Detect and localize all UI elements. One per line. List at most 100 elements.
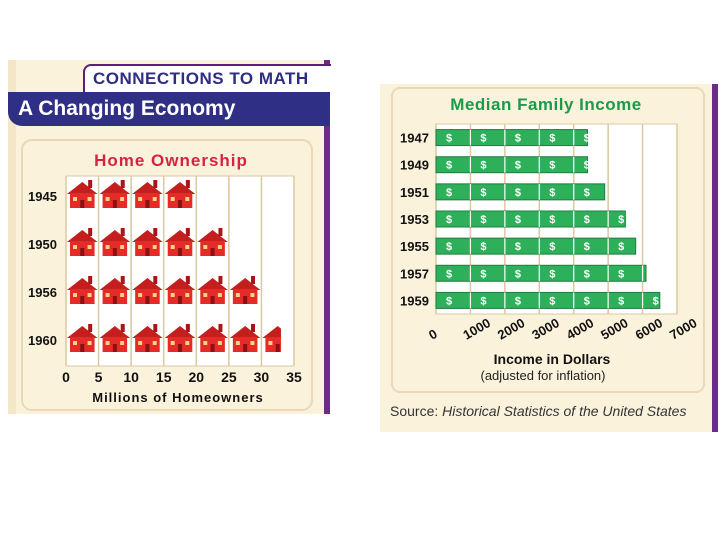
svg-text:$: $ [446, 160, 452, 172]
house-icon [67, 276, 98, 304]
category-label: 1955 [400, 239, 429, 254]
svg-text:$: $ [584, 160, 590, 172]
x-tick-label: 30 [254, 369, 270, 385]
svg-text:$: $ [480, 268, 486, 280]
house-icon [262, 326, 281, 352]
svg-text:$: $ [584, 214, 590, 226]
svg-text:$: $ [653, 295, 659, 307]
category-label: 1947 [400, 131, 429, 146]
house-icon [229, 324, 261, 352]
house-icon [99, 180, 131, 208]
source-text: Historical Statistics of the United Stat… [442, 403, 687, 419]
money-bar: $ $ $ $ $ [435, 156, 590, 174]
svg-text:$: $ [515, 268, 521, 280]
money-bar: $ $ $ $ $ $ [435, 237, 637, 255]
x-tick-label: 10 [123, 369, 139, 385]
svg-text:$: $ [549, 187, 555, 199]
svg-text:$: $ [446, 187, 452, 199]
x-tick-label: 15 [156, 369, 172, 385]
house-icon [164, 276, 196, 304]
x-tick-label: 0 [62, 369, 70, 385]
chart-title: Median Family Income [450, 95, 641, 114]
svg-text:$: $ [515, 295, 521, 307]
house-icon [67, 180, 98, 208]
category-label: 1945 [28, 189, 57, 204]
svg-text:$: $ [549, 295, 555, 307]
chart-title: Home Ownership [94, 151, 248, 170]
svg-text:$: $ [549, 241, 555, 253]
svg-text:$: $ [480, 295, 486, 307]
x-axis-label: Income in Dollars [494, 351, 611, 367]
category-label: 1959 [400, 293, 429, 308]
home-ownership-panel: CONNECTIONS TO MATH A Changing Economy H… [8, 60, 331, 414]
svg-text:$: $ [549, 214, 555, 226]
svg-text:$: $ [549, 160, 555, 172]
house-icon [99, 324, 131, 352]
svg-text:$: $ [618, 214, 624, 226]
money-bar: $ $ $ $ $ $ [435, 210, 626, 228]
money-bar: $ $ $ $ $ $ $ [435, 291, 661, 309]
svg-text:$: $ [480, 214, 486, 226]
category-label: 1957 [400, 266, 429, 281]
svg-text:$: $ [584, 187, 590, 199]
house-icon [99, 276, 131, 304]
category-label: 1950 [28, 237, 57, 252]
median-income-chart: Median Family Income $ $ $ $ $$ $ $ $ $$ $ $ $ $$ $ $ $… [391, 87, 705, 393]
svg-text:$: $ [515, 241, 521, 253]
svg-text:$: $ [446, 214, 452, 226]
svg-text:$: $ [618, 241, 624, 253]
svg-text:$: $ [446, 241, 452, 253]
svg-text:$: $ [515, 187, 521, 199]
svg-text:$: $ [549, 133, 555, 145]
svg-text:$: $ [549, 268, 555, 280]
house-icon [67, 324, 98, 352]
panel-accent-strip [324, 60, 330, 414]
money-bar: $ $ $ $ $ [435, 129, 590, 147]
home-ownership-chart: Home Ownership 1945 1950 1956 1960 0 5 10 15 20… [21, 139, 313, 411]
house-icon [132, 324, 163, 352]
svg-text:$: $ [446, 295, 452, 307]
x-tick-label: 35 [286, 369, 302, 385]
svg-text:$: $ [446, 133, 452, 145]
money-bar: $ $ $ $ $ $ [435, 264, 647, 282]
svg-text:$: $ [618, 295, 624, 307]
money-bar: $ $ $ $ $ [435, 183, 606, 201]
x-axis-note: (adjusted for inflation) [480, 368, 605, 383]
house-icon [229, 276, 261, 304]
svg-text:$: $ [584, 268, 590, 280]
house-icon [164, 324, 196, 352]
svg-text:$: $ [480, 187, 486, 199]
house-icon [132, 180, 163, 208]
svg-text:$: $ [515, 214, 521, 226]
svg-text:$: $ [480, 160, 486, 172]
category-label: 1956 [28, 285, 57, 300]
page-title: A Changing Economy [8, 92, 330, 126]
house-icon [67, 228, 98, 256]
svg-text:$: $ [618, 268, 624, 280]
category-label: 1949 [400, 158, 429, 173]
x-axis-label: Millions of Homeowners [92, 390, 264, 405]
source-prefix: Source: [390, 403, 439, 419]
house-icon [197, 228, 228, 256]
house-icon [132, 276, 163, 304]
svg-text:$: $ [480, 241, 486, 253]
panel-margin-strip [8, 60, 16, 414]
svg-text:$: $ [515, 133, 521, 145]
svg-text:$: $ [515, 160, 521, 172]
house-icon [164, 228, 196, 256]
source-citation: Source: Historical Statistics of the Uni… [390, 403, 686, 419]
category-label: 1953 [400, 212, 429, 227]
svg-text:$: $ [584, 295, 590, 307]
x-tick-label: 25 [221, 369, 237, 385]
x-tick-label: 20 [188, 369, 204, 385]
x-tick-label: 5 [95, 369, 103, 385]
house-icon [132, 228, 163, 256]
connections-label: CONNECTIONS TO MATH [83, 64, 331, 92]
category-label: 1951 [400, 185, 429, 200]
category-label: 1960 [28, 333, 57, 348]
svg-text:$: $ [480, 133, 486, 145]
median-income-panel: Median Family Income $ $ $ $ $ $ $ $ $ $ $ $ $ $ $ $ $ $ $… [380, 84, 718, 432]
house-icon [197, 324, 228, 352]
house-icon [99, 228, 131, 256]
house-icon [197, 276, 228, 304]
